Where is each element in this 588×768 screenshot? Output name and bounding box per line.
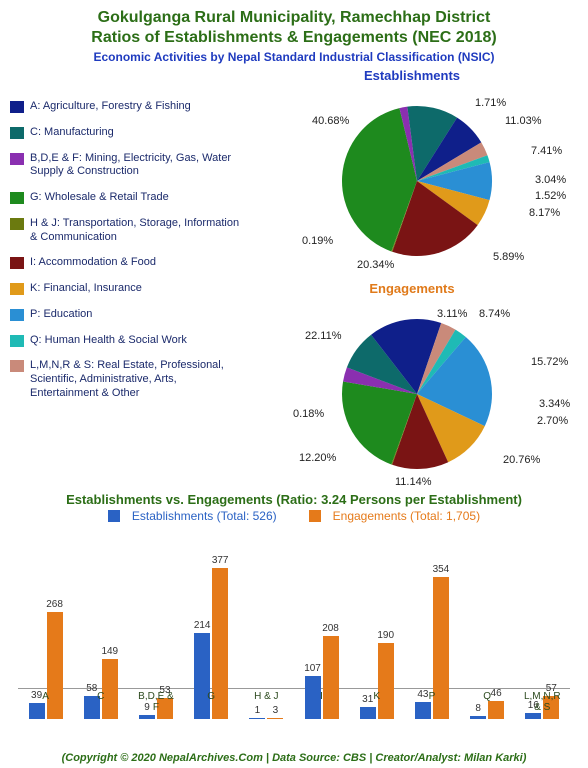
bar: 16 (525, 713, 541, 719)
legend-label: A: Agriculture, Forestry & Fishing (30, 100, 191, 114)
pie-slice-label: 0.19% (302, 235, 333, 247)
pie-slice-label: 40.68% (312, 115, 349, 127)
footer-credit: (Copyright © 2020 NepalArchives.Com | Da… (0, 752, 588, 764)
bar-chart-area: 3926858149953214377131072083119043354846… (18, 529, 570, 719)
legend-label: H & J: Transportation, Storage, Informat… (30, 217, 240, 245)
pie-slice-label: 11.14% (395, 476, 432, 488)
legend-swatch (10, 360, 24, 372)
legend-label: I: Accommodation & Food (30, 256, 156, 270)
bar-value-label: 190 (377, 630, 394, 641)
bar-value-label: 149 (101, 646, 118, 657)
pie-slice-label: 11.03% (505, 115, 542, 127)
legend-label: C: Manufacturing (30, 126, 114, 140)
pie-slice-label: 5.89% (493, 251, 524, 263)
pie-establishments: 40.68% 1.71% 11.03% 7.41% 3.04% 1.52% 8.17% 5.8… (247, 87, 577, 275)
bar-group: 13 (244, 718, 288, 719)
bar-x-label: A (24, 691, 68, 713)
pie-slice-label: 8.17% (529, 207, 560, 219)
legend-label: G: Wholesale & Retail Trade (30, 191, 169, 205)
pie-slice-label: 3.11% (437, 308, 467, 320)
pie-slice-label: 20.34% (357, 259, 394, 271)
legend-item: L,M,N,R & S: Real Estate, Professional, … (10, 359, 240, 400)
bar-legend-item: Establishments (Total: 526) (100, 509, 285, 523)
legend-label: K: Financial, Insurance (30, 282, 142, 296)
subtitle: Economic Activities by Nepal Standard In… (10, 50, 578, 64)
pie-slice-label: 3.04% (535, 174, 566, 186)
legend-item: A: Agriculture, Forestry & Fishing (10, 100, 240, 114)
bar-chart-title: Establishments vs. Engagements (Ratio: 3… (18, 492, 570, 507)
legend-label: L,M,N,R & S: Real Estate, Professional, … (30, 359, 240, 400)
bar-legend-swatch (108, 510, 120, 522)
bar: 1 (249, 718, 265, 719)
legend-item: I: Accommodation & Food (10, 256, 240, 270)
pie-charts: Establishments 40.68% 1.71% 11.03% 7.41% 3.0… (246, 66, 578, 488)
pie-title-establishments: Establishments (364, 68, 460, 83)
bar-x-label: G (189, 691, 233, 713)
legend-swatch (10, 127, 24, 139)
pie-slice-label: 15.72% (531, 356, 568, 368)
pie-slice-label: 12.20% (299, 452, 336, 464)
legend-item: H & J: Transportation, Storage, Informat… (10, 217, 240, 245)
legend-label: B,D,E & F: Mining, Electricity, Gas, Wat… (30, 152, 240, 180)
bar-x-label: K (355, 691, 399, 713)
legend-item: B,D,E & F: Mining, Electricity, Gas, Wat… (10, 152, 240, 180)
pie-slice-label: 0.18% (293, 408, 324, 420)
title-line-1: Gokulganga Rural Municipality, Ramechhap… (10, 8, 578, 28)
bar-legend-label: Engagements (Total: 1,705) (333, 509, 480, 523)
legend-swatch (10, 309, 24, 321)
pie-slice-label: 1.52% (535, 190, 566, 202)
bar: 8 (470, 716, 486, 719)
pie-slice-label: 20.76% (503, 454, 540, 466)
bar-value-label: 208 (322, 623, 339, 634)
bar-legend-swatch (309, 510, 321, 522)
legend-swatch (10, 257, 24, 269)
pie-slice-label: 8.74% (479, 308, 510, 320)
category-legend: A: Agriculture, Forestry & Fishing C: Man… (10, 66, 240, 488)
top-section: A: Agriculture, Forestry & Fishing C: Man… (0, 66, 588, 488)
bar: 9 (139, 715, 155, 719)
legend-swatch (10, 218, 24, 230)
legend-item: K: Financial, Insurance (10, 282, 240, 296)
bar: 3 (267, 718, 283, 719)
bar-chart-legend: Establishments (Total: 526) Engagements (… (18, 509, 570, 525)
bar-x-label: Q (465, 691, 509, 713)
pie-engagements: 22.11% 3.11% 8.74% 15.72% 3.34% 2.70% 20.76% 11… (247, 300, 577, 488)
pie-slice-label: 1.71% (475, 97, 506, 109)
legend-item: G: Wholesale & Retail Trade (10, 191, 240, 205)
bar-x-labels: AC B,D,E & F G H & J IKPQ L,M,N,R & S (18, 691, 570, 713)
bar-x-label: B,D,E & F (134, 691, 178, 713)
bar-value-label: 214 (194, 620, 211, 631)
pie-slice-label: 22.11% (305, 330, 342, 342)
bar-value-label: 268 (46, 599, 63, 610)
bar-value-label: 377 (212, 555, 229, 566)
pie-slice-label: 3.34% (539, 398, 570, 410)
title-line-2: Ratios of Establishments & Engagements (… (10, 28, 578, 48)
legend-swatch (10, 192, 24, 204)
bar-x-label: I (300, 691, 344, 713)
legend-label: Q: Human Health & Social Work (30, 334, 187, 348)
legend-item: P: Education (10, 308, 240, 322)
bar-legend-item: Engagements (Total: 1,705) (301, 509, 488, 523)
legend-label: P: Education (30, 308, 92, 322)
legend-swatch (10, 335, 24, 347)
bar-legend-label: Establishments (Total: 526) (132, 509, 277, 523)
pie-slice-label: 7.41% (531, 145, 562, 157)
legend-swatch (10, 101, 24, 113)
bar-x-label: C (79, 691, 123, 713)
bar-value-label: 354 (433, 564, 450, 575)
legend-item: C: Manufacturing (10, 126, 240, 140)
legend-swatch (10, 283, 24, 295)
bar-x-label: L,M,N,R & S (520, 691, 564, 713)
bar-chart-section: Establishments vs. Engagements (Ratio: 3… (0, 492, 588, 719)
bar-x-label: P (410, 691, 454, 713)
legend-item: Q: Human Health & Social Work (10, 334, 240, 348)
bar-value-label: 107 (304, 663, 321, 674)
legend-swatch (10, 153, 24, 165)
pie-slice-label: 2.70% (537, 415, 568, 427)
bar-x-label: H & J (244, 691, 288, 713)
pie-title-engagements: Engagements (369, 281, 454, 296)
title-block: Gokulganga Rural Municipality, Ramechhap… (0, 0, 588, 66)
